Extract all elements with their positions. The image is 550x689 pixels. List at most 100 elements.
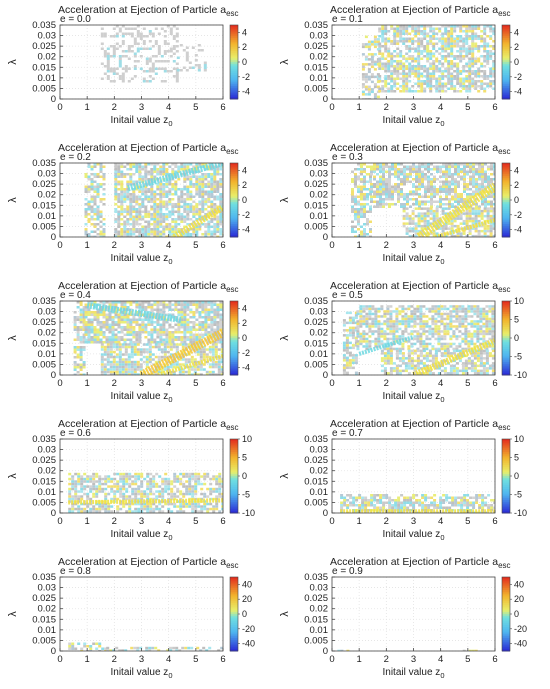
heatmap-cell <box>153 201 156 204</box>
heatmap-cell <box>490 232 493 235</box>
heatmap-cell <box>85 231 88 234</box>
heatmap-cell <box>198 193 201 196</box>
heatmap-cell <box>137 353 140 356</box>
heatmap-cell <box>204 314 207 317</box>
heatmap-cell <box>159 193 162 196</box>
heatmap-cell <box>113 356 116 359</box>
heatmap-cell <box>469 188 472 191</box>
heatmap-cell <box>135 216 138 219</box>
heatmap-cell <box>478 171 481 174</box>
heatmap-cell <box>119 60 122 63</box>
heatmap-cell <box>153 176 156 179</box>
heatmap-cell <box>138 191 141 194</box>
heatmap-cell <box>376 186 379 189</box>
heatmap-cell <box>475 186 478 189</box>
heatmap-cell <box>378 88 381 91</box>
heatmap-cell <box>396 35 399 38</box>
heatmap-cell <box>362 76 365 79</box>
heatmap-cell <box>134 68 137 71</box>
heatmap-cell <box>443 318 446 321</box>
heatmap-cell <box>346 362 349 365</box>
heatmap-cell <box>200 353 203 356</box>
heatmap-cell <box>490 166 493 169</box>
heatmap-cell <box>120 173 123 176</box>
heatmap-cell <box>121 336 124 339</box>
heatmap-cell <box>453 85 456 88</box>
heatmap-cell <box>201 188 204 191</box>
heatmap-cell <box>171 213 174 216</box>
heatmap-cell <box>349 322 352 325</box>
heatmap-cell <box>91 188 94 191</box>
heatmap-cell <box>114 198 117 201</box>
heatmap-cell <box>351 181 354 184</box>
heatmap-cell <box>352 334 355 337</box>
heatmap-cell <box>481 186 484 189</box>
heatmap-cell <box>474 63 477 66</box>
colorbar-tick-label: 2 <box>242 318 247 328</box>
heatmap-cell <box>161 60 164 63</box>
heatmap-cell <box>106 336 109 339</box>
heatmap-cell <box>474 48 477 51</box>
heatmap-cell <box>165 186 168 189</box>
heatmap-cell <box>457 193 460 196</box>
heatmap-cell <box>173 48 176 51</box>
heatmap-cell <box>85 334 88 337</box>
heatmap-cell <box>459 58 462 61</box>
heatmap-cell <box>479 313 482 316</box>
heatmap-cell <box>352 354 355 357</box>
heatmap-cell <box>475 173 478 176</box>
heatmap-cell <box>447 75 450 78</box>
heatmap-cell <box>469 183 472 186</box>
heatmap-cell <box>484 230 487 233</box>
heatmap-cell <box>198 186 201 189</box>
heatmap-cell <box>162 191 165 194</box>
heatmap-cell <box>355 354 358 357</box>
heatmap-cell <box>117 226 120 229</box>
heatmap-cell <box>120 208 123 211</box>
heatmap-cell <box>456 65 459 68</box>
heatmap-cell <box>147 334 150 337</box>
heatmap-cell <box>189 203 192 206</box>
heatmap-cell <box>455 315 458 318</box>
heatmap-cell <box>384 45 387 48</box>
heatmap-cell <box>189 186 192 189</box>
heatmap-cell <box>439 176 442 179</box>
heatmap-cell <box>137 35 140 38</box>
heatmap-cell <box>421 171 424 174</box>
heatmap-cell <box>402 63 405 66</box>
heatmap-cell <box>365 88 368 91</box>
heatmap-cell <box>147 306 150 309</box>
heatmap-cell <box>397 168 400 171</box>
heatmap-cell <box>446 313 449 316</box>
heatmap-cell <box>91 321 94 324</box>
heatmap-cell <box>385 178 388 181</box>
heatmap-cell <box>437 308 440 311</box>
heatmap-cell <box>103 183 106 186</box>
heatmap-cell <box>355 372 358 375</box>
heatmap-cell <box>456 78 459 81</box>
heatmap-cell <box>384 63 387 66</box>
heatmap-cell <box>210 231 213 234</box>
heatmap-cell <box>454 188 457 191</box>
heatmap-cell <box>180 309 183 312</box>
heatmap-cell <box>423 50 426 53</box>
heatmap-cell <box>402 88 405 91</box>
heatmap-cell <box>365 305 368 308</box>
colorbar: 420-2-4 <box>230 301 250 376</box>
heatmap-cell <box>85 316 88 319</box>
heatmap-cell <box>164 70 167 73</box>
heatmap-cell <box>480 38 483 41</box>
heatmap-cell <box>462 58 465 61</box>
heatmap-cell <box>159 191 162 194</box>
heatmap-cell <box>449 305 452 308</box>
colorbar-tick-label: -2 <box>242 210 250 220</box>
heatmap-cell <box>472 181 475 184</box>
heatmap-cell <box>490 207 493 210</box>
heatmap-cell <box>117 193 120 196</box>
heatmap-cell <box>378 53 381 56</box>
heatmap-cell <box>91 198 94 201</box>
heatmap-cell <box>373 191 376 194</box>
heatmap-cell <box>433 215 436 218</box>
heatmap-cell <box>441 38 444 41</box>
heatmap-cell <box>403 171 406 174</box>
